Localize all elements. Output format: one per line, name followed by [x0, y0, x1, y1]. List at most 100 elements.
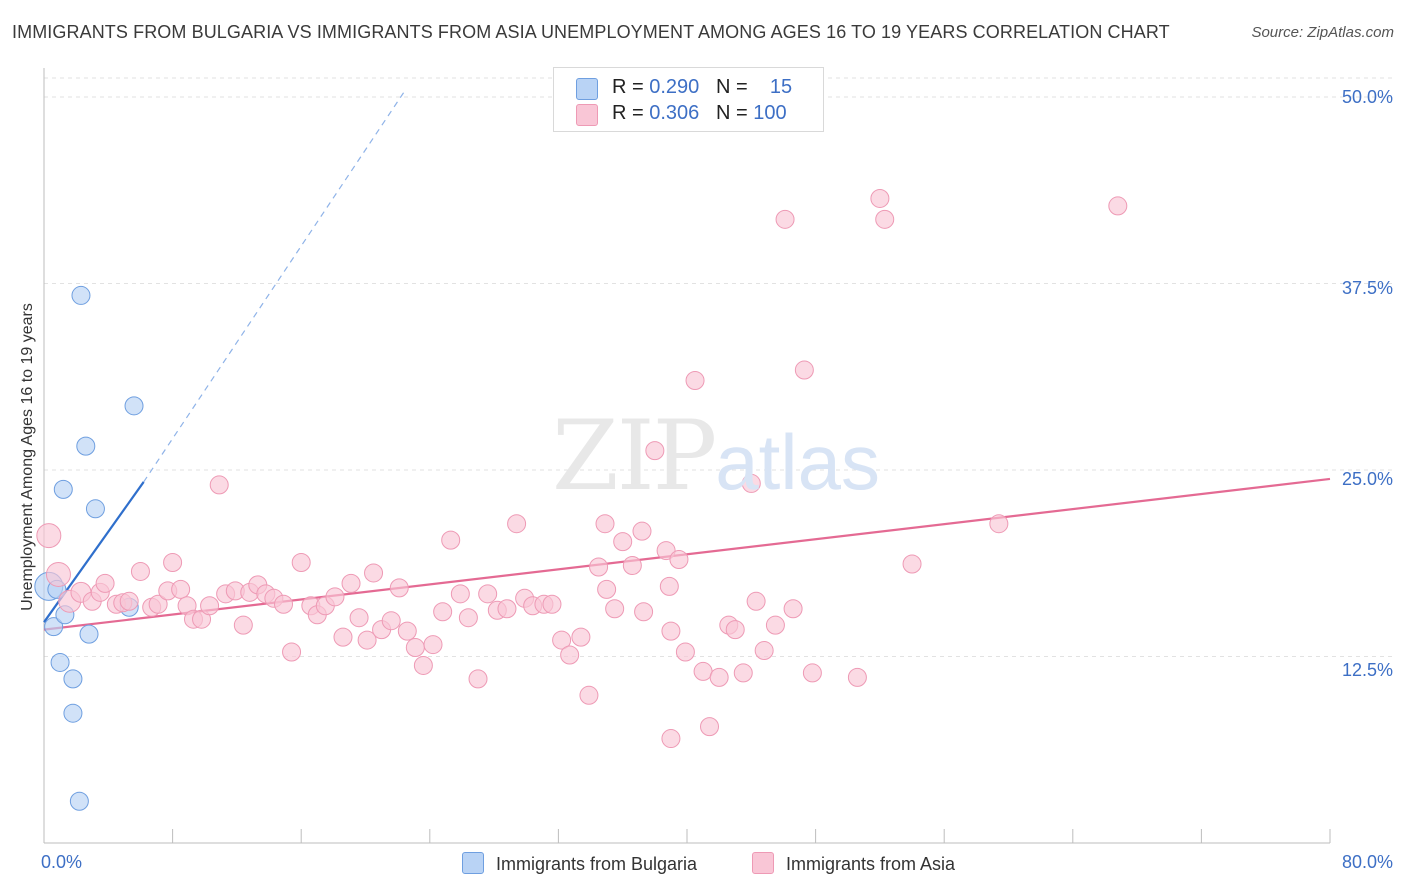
bottom-legend-swatch-asia [752, 852, 774, 874]
asia-point [669, 550, 689, 570]
asia-point [870, 188, 890, 208]
asia-point [450, 584, 470, 604]
asia-point [661, 729, 681, 749]
asia-point [632, 521, 652, 541]
asia-point [200, 596, 220, 616]
asia-point [605, 599, 625, 619]
asia-point [364, 563, 384, 583]
legend-swatch-bulgaria [576, 78, 598, 100]
x-tick-label-max: 80.0% [1341, 852, 1393, 872]
asia-point [45, 561, 71, 587]
y-tick-label: 50.0% [1341, 87, 1393, 107]
asia-point [130, 561, 150, 581]
asia-point [148, 594, 168, 614]
bulgaria-point [69, 791, 89, 811]
asia-point [589, 557, 609, 577]
gridlines [44, 77, 1392, 657]
chart-title: IMMIGRANTS FROM BULGARIA VS IMMIGRANTS F… [12, 22, 1170, 42]
asia-point [36, 523, 62, 549]
bottom-legend-swatch-bulgaria [462, 852, 484, 874]
asia-point [341, 573, 361, 593]
asia-point [725, 620, 745, 640]
asia-point [622, 555, 642, 575]
asia-point [794, 360, 814, 380]
bulgaria-point [124, 396, 144, 416]
watermark: ZIPatlas [552, 400, 880, 512]
asia-point [95, 573, 115, 593]
bulgaria-point [50, 652, 70, 672]
asia-point [397, 621, 417, 641]
asia-point [733, 663, 753, 683]
asia-point [274, 594, 294, 614]
bulgaria-point [53, 479, 73, 499]
asia-point [349, 608, 369, 628]
asia-point [357, 630, 377, 650]
asia-point [1108, 196, 1128, 216]
asia-point [875, 209, 895, 229]
asia-point [542, 594, 562, 614]
asia-point [333, 627, 353, 647]
asia-point [325, 587, 345, 607]
bulgaria-point [71, 285, 91, 305]
asia-point [171, 579, 191, 599]
asia-point [765, 615, 785, 635]
asia-point [847, 667, 867, 687]
asia-point [433, 602, 453, 622]
asia-point [685, 370, 705, 390]
asia-point [661, 621, 681, 641]
asia-point [571, 627, 591, 647]
asia-point [693, 661, 713, 681]
asia-point [645, 441, 665, 461]
bulgaria-point [85, 499, 105, 519]
bulgaria-point [63, 669, 83, 689]
asia-trend-line [43, 477, 1331, 631]
asia-point [613, 532, 633, 552]
asia-point [423, 635, 443, 655]
axes [43, 68, 1331, 844]
bulgaria-point [44, 617, 64, 637]
trend-lines [43, 89, 1331, 631]
asia-point [741, 473, 761, 493]
asia-point [560, 645, 580, 665]
bottom-legend-bulgaria: Immigrants from Bulgaria [462, 852, 697, 875]
legend-swatch-asia [576, 104, 598, 126]
asia-point [497, 599, 517, 619]
x-tick-label-min: 0.0% [41, 852, 83, 872]
asia-point [441, 530, 461, 550]
asia-point [389, 578, 409, 598]
asia-point [659, 576, 679, 596]
bulgaria-point [76, 436, 96, 456]
asia-point [458, 608, 478, 628]
y-tick-label: 25.0% [1341, 469, 1393, 489]
asia-point [989, 514, 1009, 534]
asia-point [746, 591, 766, 611]
asia-point [413, 655, 433, 675]
bottom-legend-asia: Immigrants from Asia [752, 852, 955, 875]
asia-point [709, 667, 729, 687]
asia-point [119, 591, 139, 611]
asia-point [595, 514, 615, 534]
data-points [34, 188, 1128, 811]
asia-point [634, 602, 654, 622]
asia-point [675, 642, 695, 662]
asia-point [381, 611, 401, 631]
asia-point [209, 475, 229, 495]
asia-point [552, 630, 572, 650]
asia-point [775, 209, 795, 229]
bulgaria-point [79, 624, 99, 644]
asia-point [783, 599, 803, 619]
bulgaria-trend-extension [143, 89, 407, 483]
correlation-legend: R = 0.290 N = 15 R = 0.306 N = 100 [553, 67, 824, 132]
asia-point [700, 717, 720, 737]
asia-point [754, 641, 774, 661]
asia-point [405, 638, 425, 658]
bulgaria-point [63, 703, 83, 723]
asia-point [579, 685, 599, 705]
asia-point [233, 615, 253, 635]
y-tick-label: 37.5% [1341, 278, 1393, 298]
asia-point [902, 554, 922, 574]
y-axis-label: Unemployment Among Ages 16 to 19 years [19, 303, 36, 611]
asia-point [468, 669, 488, 689]
y-tick-label: 12.5% [1341, 660, 1393, 680]
